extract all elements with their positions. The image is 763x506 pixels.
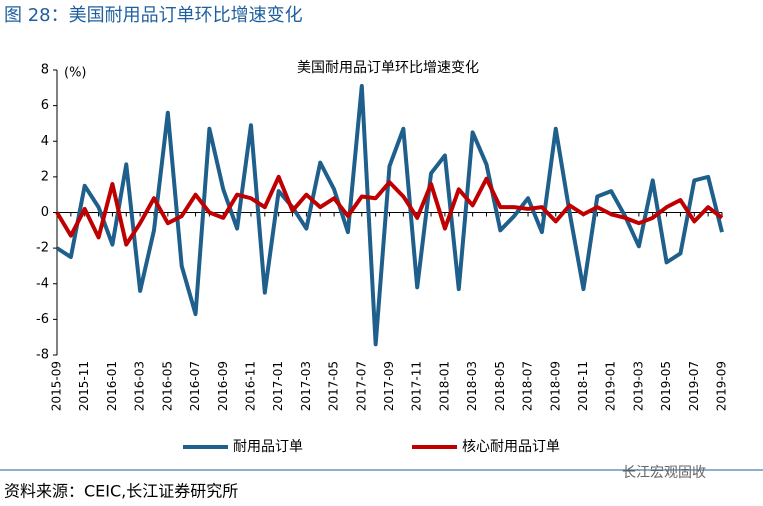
x-tick-label: 2015-09 (50, 361, 64, 411)
x-tick-label: 2018-03 (465, 361, 479, 411)
x-tick-label: 2017-09 (382, 361, 396, 411)
x-tick-label: 2017-11 (410, 361, 424, 411)
x-tick-label: 2017-03 (299, 361, 313, 411)
series-line (55, 84, 724, 347)
x-tick-label: 2015-11 (77, 361, 91, 411)
series-line (55, 174, 724, 247)
x-tick-label: 2016-09 (216, 361, 230, 411)
chart-title: 美国耐用品订单环比增速变化 (297, 60, 479, 76)
x-tick-label: 2016-03 (133, 361, 147, 411)
y-tick-label: -2 (36, 241, 49, 256)
y-tick-label: 6 (41, 98, 49, 113)
x-tick-label: 2017-01 (271, 361, 285, 411)
y-tick-label: -4 (36, 276, 49, 291)
x-tick-label: 2019-07 (687, 361, 701, 411)
x-tick-label: 2016-05 (160, 361, 174, 411)
y-tick-label: -8 (36, 348, 49, 363)
x-tick-label: 2016-11 (243, 361, 257, 411)
x-tick-label: 2019-01 (604, 361, 618, 411)
x-tick-label: 2019-05 (659, 361, 673, 411)
x-tick-label: 2017-07 (354, 361, 368, 411)
x-tick-label: 2019-09 (715, 361, 729, 411)
x-tick-label: 2016-07 (188, 361, 202, 411)
x-tick-label: 2018-01 (437, 361, 451, 411)
source: 资料来源：CEIC,长江证券研究所 (4, 482, 238, 501)
x-tick-label: 2018-09 (548, 361, 562, 411)
x-tick-label: 2018-05 (493, 361, 507, 411)
legend-label: 核心耐用品订单 (462, 439, 560, 455)
y-tick-label: 2 (41, 169, 49, 184)
x-tick-label: 2018-11 (576, 361, 590, 411)
y-tick-label: 4 (41, 134, 49, 149)
figure-title: 图 28：美国耐用品订单环比增速变化 (4, 5, 303, 26)
watermark: 长江宏观固收 (622, 465, 706, 481)
y-tick-label: 0 (41, 205, 49, 220)
y-tick-label: 8 (41, 63, 49, 78)
x-tick-label: 2019-03 (631, 361, 645, 411)
x-tick-label: 2016-01 (105, 361, 119, 411)
y-tick-label: -6 (36, 312, 49, 327)
y-axis-label: (%) (64, 66, 87, 81)
legend-label: 耐用品订单 (233, 439, 303, 455)
x-tick-label: 2018-07 (521, 361, 535, 411)
x-tick-label: 2017-05 (327, 361, 341, 411)
